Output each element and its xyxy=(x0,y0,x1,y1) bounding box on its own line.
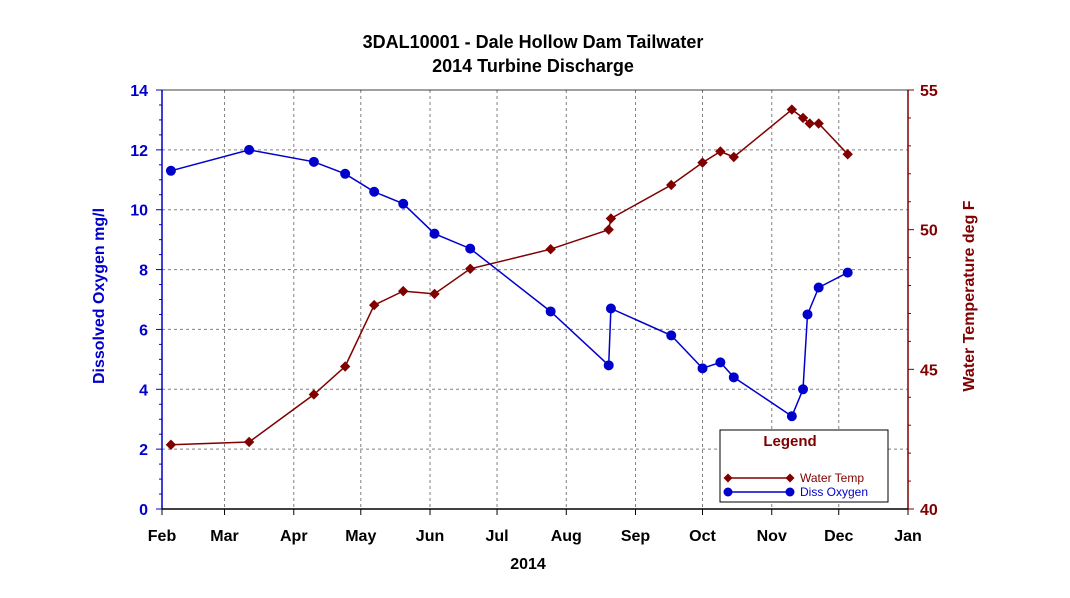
data-point xyxy=(786,411,797,422)
data-point xyxy=(842,267,853,278)
right-tick-label: 50 xyxy=(920,223,938,240)
x-tick-label: Apr xyxy=(280,528,308,545)
data-point xyxy=(728,372,739,383)
data-point xyxy=(429,288,440,300)
right-tick-label: 40 xyxy=(920,502,938,519)
data-point xyxy=(545,244,556,255)
data-point xyxy=(545,306,556,317)
legend-entry: Diss Oxygen xyxy=(723,485,868,499)
left-axis-ticks: 0 2 4 6 8 10 12 14 xyxy=(130,83,162,519)
data-point xyxy=(603,224,614,235)
x-axis-label: 2014 xyxy=(510,556,546,573)
right-tick-label: 45 xyxy=(920,362,938,379)
series-layer xyxy=(165,104,853,450)
data-point xyxy=(165,439,177,450)
data-point xyxy=(666,330,677,341)
data-point xyxy=(339,361,351,372)
data-point xyxy=(715,357,726,368)
x-axis-ticks: Feb Mar Apr May Jun Jul Aug Sep Oct Nov Dec Jan xyxy=(148,509,922,545)
right-axis-ticks: 40 45 50 55 xyxy=(908,83,938,519)
x-tick-label: Dec xyxy=(824,528,853,545)
legend-marker xyxy=(723,487,733,497)
x-tick-label: Mar xyxy=(210,528,238,545)
x-tick-label: Jun xyxy=(416,528,444,545)
series-line xyxy=(170,108,849,446)
data-point xyxy=(244,144,255,155)
data-point xyxy=(308,389,320,400)
series-water-temp xyxy=(165,104,853,450)
y-left-axis-label: Dissolved Oxygen mg/l xyxy=(91,208,108,384)
data-point xyxy=(165,165,176,176)
data-point xyxy=(715,146,726,157)
legend-marker xyxy=(785,473,795,483)
legend-label: Diss Oxygen xyxy=(800,485,868,499)
data-point xyxy=(368,299,380,311)
data-point xyxy=(243,436,255,448)
legend-label: Water Temp xyxy=(800,471,864,485)
data-point xyxy=(603,360,614,371)
x-tick-label: Feb xyxy=(148,528,177,545)
data-point xyxy=(797,112,809,124)
series-line xyxy=(170,149,849,418)
data-point xyxy=(813,282,824,293)
data-point xyxy=(842,149,853,160)
left-tick-label: 8 xyxy=(139,263,148,280)
data-point xyxy=(398,198,409,209)
data-point xyxy=(697,157,708,168)
y-right-axis-label: Water Temperature deg F xyxy=(961,200,978,391)
left-tick-label: 4 xyxy=(139,382,148,399)
data-point xyxy=(802,309,813,320)
data-point xyxy=(697,363,708,374)
data-point xyxy=(804,118,815,129)
data-point xyxy=(798,384,809,395)
data-point xyxy=(465,243,476,254)
data-point xyxy=(605,213,617,224)
data-point xyxy=(308,156,319,167)
x-tick-label: Nov xyxy=(757,528,787,545)
x-tick-label: Jan xyxy=(894,528,922,545)
series-diss-oxygen xyxy=(165,144,853,422)
left-tick-label: 14 xyxy=(130,83,148,100)
legend-entry: Water Temp xyxy=(723,471,864,485)
x-tick-label: Oct xyxy=(689,528,716,545)
left-tick-label: 2 xyxy=(139,442,148,459)
data-point xyxy=(369,186,380,197)
data-point xyxy=(398,285,409,297)
left-tick-label: 12 xyxy=(130,143,148,160)
data-point xyxy=(666,179,677,191)
legend-box xyxy=(719,429,889,503)
data-point xyxy=(340,168,351,179)
legend-marker xyxy=(785,487,795,497)
data-point xyxy=(786,104,798,115)
left-tick-label: 0 xyxy=(139,502,148,519)
chart-subtitle: 2014 Turbine Discharge xyxy=(432,56,634,76)
x-tick-label: Jul xyxy=(485,528,508,545)
data-point xyxy=(465,263,476,274)
chart-title: 3DAL10001 - Dale Hollow Dam Tailwater xyxy=(363,32,704,52)
x-tick-label: Aug xyxy=(551,528,582,545)
left-tick-label: 6 xyxy=(139,322,148,339)
data-point xyxy=(728,151,739,163)
right-tick-label: 55 xyxy=(920,83,938,100)
legend-title: Legend xyxy=(763,433,816,450)
legend-marker xyxy=(723,473,733,483)
x-tick-label: May xyxy=(345,528,376,545)
data-point xyxy=(813,118,824,129)
data-point xyxy=(605,303,616,314)
x-tick-label: Sep xyxy=(621,528,651,545)
left-tick-label: 10 xyxy=(130,203,148,220)
data-point xyxy=(429,228,440,239)
